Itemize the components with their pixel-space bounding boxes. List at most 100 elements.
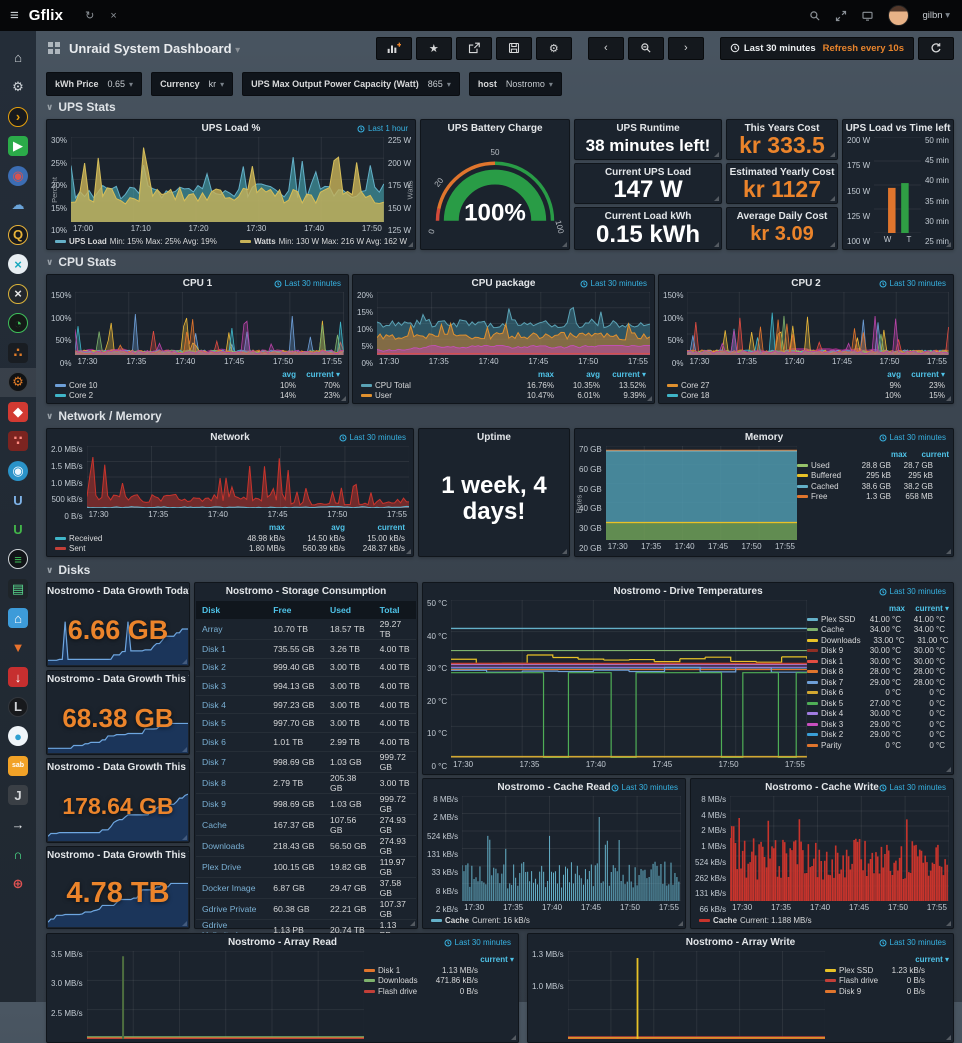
legend-column-current[interactable]: current ▾ [915,955,949,964]
legend-column-avg[interactable]: avg [282,370,296,379]
variable-host[interactable]: host Nostromo ▾ [468,72,562,96]
row-header-cpu-stats[interactable]: ∨ CPU Stats [46,255,117,269]
panel-time-range[interactable]: Last 30 minutes [611,783,678,792]
panel-title[interactable]: Estimated Yearly Cost [729,167,835,178]
sidebar-item-app-cross-teal[interactable]: × [0,250,36,279]
time-forward-button[interactable]: › [667,36,704,60]
panel-time-range[interactable]: Last 30 minutes [879,587,946,596]
refresh-button[interactable] [918,36,954,60]
time-back-button[interactable]: ‹ [587,36,624,60]
panel-title[interactable]: Average Daily Cost [736,211,828,222]
dashboard-settings-button[interactable]: ⚙ [535,36,572,60]
panel-time-range[interactable]: Last 1 hour [357,124,408,133]
menu-icon[interactable]: ≡ [10,7,19,24]
graph-plot[interactable] [86,446,409,508]
legend-column-max[interactable]: max [888,604,905,613]
legend-header[interactable]: current ▾ [825,955,949,964]
legend-series-buffered[interactable]: Buffered [797,471,849,480]
graph-plot[interactable] [605,446,797,540]
panel-title[interactable]: Nostromo - Cache Write [765,782,879,793]
display-icon[interactable] [861,10,874,22]
row-header-network-memory[interactable]: ∨ Network / Memory [46,409,162,423]
legend-series-flash-drive[interactable]: Flash drive [364,987,420,996]
save-button[interactable] [495,36,532,60]
column-header-free[interactable]: Free [267,601,325,619]
legend-column-avg[interactable]: avg [586,370,600,379]
legend-column-current[interactable]: current [921,450,949,459]
sidebar-item-app-gear-orange[interactable]: ⚙ [0,367,36,397]
legend-series-cache[interactable]: Cache [807,625,857,634]
legend-series-disk-3[interactable]: Disk 3 [807,720,857,729]
share-button[interactable] [455,36,492,60]
time-range-picker[interactable]: Last 30 minutes Refresh every 10s [719,36,914,60]
graph-plot[interactable] [730,796,949,901]
sidebar-item-app-jacket-gray[interactable]: J [0,781,36,810]
row-header-disks[interactable]: ∨ Disks [46,563,91,577]
legend-series-watts[interactable]: Watts Min: 130 W Max: 216 W Avg: 162 W [240,237,407,246]
legend-column-max[interactable]: max [268,523,285,532]
graph-plot[interactable] [87,951,364,1039]
column-header-total[interactable]: Total [373,601,416,619]
graph-plot[interactable] [687,292,949,355]
panel-time-range[interactable]: Last 30 minutes [580,279,647,288]
legend-series-cpu-total[interactable]: CPU Total [361,381,508,390]
sidebar-item-app-wheel-red[interactable]: ⊕ [0,869,36,898]
graph-plot[interactable] [71,137,384,222]
legend-column-current[interactable]: current ▾ [911,370,945,379]
sidebar-item-app-cloud-blue[interactable]: ☁ [0,191,36,220]
variable-kwh-price[interactable]: kWh Price 0.65 ▾ [46,72,143,96]
legend-series-downloads[interactable]: Downloads [807,636,861,645]
panel-title[interactable]: Nostromo - Storage Consumption [225,586,387,597]
panel-title[interactable]: Network [210,432,250,443]
legend-series-disk-8[interactable]: Disk 8 [807,667,857,676]
legend-column-current[interactable]: current ▾ [480,955,514,964]
legend-column-current[interactable]: current [377,523,405,532]
sidebar-item-app-ring-green[interactable]: ◔ [0,309,36,338]
sidebar-item-app-play-green[interactable]: ▶ [0,132,36,161]
legend-header[interactable]: max avg current [55,523,405,532]
legend-column-max[interactable]: max [890,450,907,459]
sidebar-item-app-u-green[interactable]: U [0,515,36,544]
panel-title[interactable]: Uptime [477,432,511,443]
star-button[interactable]: ★ [415,36,452,60]
panel-title[interactable]: UPS Load % [201,123,261,134]
legend-series-disk-6[interactable]: Disk 6 [807,688,857,697]
panel-time-range[interactable]: Last 30 minutes [879,433,946,442]
panel-title[interactable]: Nostromo - Data Growth This Year [47,850,189,861]
zoom-out-button[interactable] [627,36,664,60]
legend-series-core-27[interactable]: Core 27 [667,381,857,390]
sidebar-item-app-crate-red[interactable]: ∵ [0,427,36,456]
legend-series-cache[interactable]: Cache Current: 16 kB/s [431,916,530,925]
sidebar-item-home[interactable]: ⌂ [0,43,36,72]
row-header-ups-stats[interactable]: ∨ UPS Stats [46,100,116,114]
panel-title[interactable]: CPU 1 [182,278,213,289]
legend-column-current[interactable]: current ▾ [612,370,646,379]
panel-title[interactable]: This Years Cost [744,123,820,134]
legend-column-avg[interactable]: avg [887,370,901,379]
panel-title[interactable]: Nostromo - Data Growth Today [47,586,189,597]
legend-series-plex-ssd[interactable]: Plex SSD [825,966,879,975]
user-menu[interactable]: gilbn ▾ [922,10,951,21]
legend-header[interactable]: current ▾ [364,955,514,964]
add-panel-button[interactable] [375,36,412,60]
panel-time-range[interactable]: Last 30 minutes [879,783,946,792]
panel-title[interactable]: Nostromo - Drive Temperatures [613,586,763,597]
legend-series-disk-7[interactable]: Disk 7 [807,678,857,687]
panel-title[interactable]: Nostromo - Array Write [685,937,796,948]
legend-header[interactable]: max avg current ▾ [361,370,646,379]
panel-time-range[interactable]: Last 30 minutes [339,433,406,442]
sidebar-item-app-search-yellow[interactable]: Q [0,220,36,249]
sidebar-item-app-cross-yellow[interactable]: × [0,279,36,308]
sidebar-item-app-media-blue[interactable]: ◉ [0,161,36,190]
sidebar-item-app-u-blue[interactable]: U [0,486,36,515]
kiosk-refresh-icon[interactable]: ↻ [85,10,95,22]
legend-column-avg[interactable]: avg [331,523,345,532]
legend-series-core-2[interactable]: Core 2 [55,391,252,400]
legend-series-user[interactable]: User [361,391,508,400]
legend-series-downloads[interactable]: Downloads [364,976,420,985]
graph-plot[interactable] [75,292,344,355]
legend-series-disk-5[interactable]: Disk 5 [807,699,857,708]
sidebar-item-app-lazy-dark[interactable]: L [0,692,36,721]
panel-title[interactable]: UPS Load vs Time left [845,123,951,134]
panel-title[interactable]: Nostromo - Data Growth This Week [47,674,189,685]
